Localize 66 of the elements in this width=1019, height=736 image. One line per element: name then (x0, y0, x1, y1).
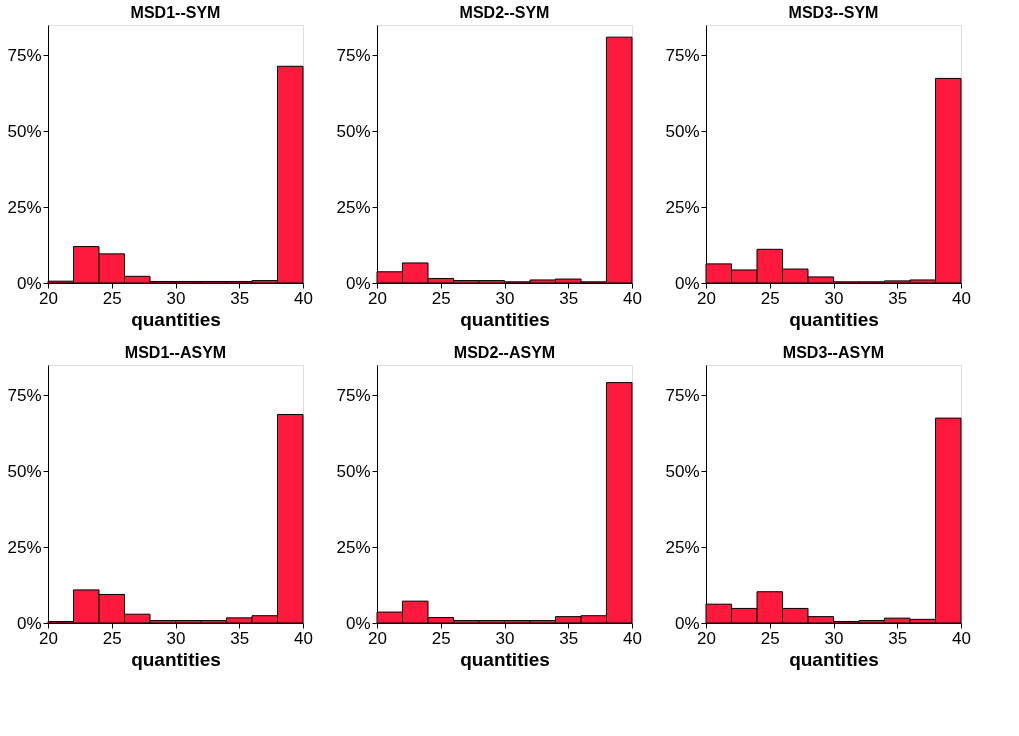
x-tick-label: 25 (102, 628, 122, 648)
x-axis-title: quantities (131, 648, 221, 670)
chart-title: MSD1--SYM (130, 4, 221, 21)
y-tick-label: 50% (7, 121, 42, 141)
y-tick-label: 0% (16, 273, 42, 293)
x-tick-label: 35 (230, 288, 250, 308)
y-tick-label: 25% (336, 537, 371, 557)
x-tick-label: 30 (824, 628, 844, 648)
y-tick-label: 50% (7, 461, 42, 481)
x-tick-label: 20 (368, 288, 387, 308)
y-tick-label: 25% (7, 537, 42, 557)
x-tick-label: 20 (697, 288, 716, 308)
x-tick-label: 35 (888, 288, 908, 308)
y-tick-label: 50% (336, 121, 371, 141)
x-tick-label: 35 (888, 628, 908, 648)
y-tick-label: 75% (665, 45, 700, 65)
x-tick-label: 30 (824, 288, 844, 308)
y-tick-label: 0% (345, 613, 371, 633)
chart-title: MSD3--SYM (788, 4, 879, 21)
chart-title: MSD1--ASYM (124, 344, 227, 361)
x-axis-title: quantities (460, 308, 550, 330)
chart-title: MSD2--SYM (459, 4, 550, 21)
x-tick-label: 25 (760, 288, 780, 308)
x-tick-label: 35 (559, 628, 579, 648)
x-tick-label: 35 (559, 288, 579, 308)
x-tick-label: 35 (230, 628, 250, 648)
x-axis-title: quantities (131, 308, 221, 330)
y-tick-label: 50% (336, 461, 371, 481)
x-tick-label: 40 (294, 628, 313, 648)
y-tick-label: 75% (336, 385, 371, 405)
y-tick-label: 0% (345, 273, 371, 293)
y-tick-label: 75% (665, 385, 700, 405)
x-tick-label: 25 (760, 628, 780, 648)
y-tick-label: 25% (7, 197, 42, 217)
y-tick-label: 0% (16, 613, 42, 633)
x-tick-label: 25 (431, 628, 451, 648)
y-tick-label: 75% (7, 45, 42, 65)
x-tick-label: 30 (166, 288, 186, 308)
y-tick-label: 75% (336, 45, 371, 65)
y-tick-label: 0% (674, 273, 700, 293)
y-tick-label: 75% (7, 385, 42, 405)
chart-title: MSD3--ASYM (782, 344, 885, 361)
y-tick-label: 25% (336, 197, 371, 217)
x-tick-label: 40 (623, 628, 642, 648)
chart-title: MSD2--ASYM (453, 344, 556, 361)
x-tick-label: 30 (495, 628, 515, 648)
x-tick-label: 40 (952, 288, 971, 308)
x-tick-label: 20 (39, 628, 58, 648)
y-tick-label: 50% (665, 461, 700, 481)
y-tick-label: 0% (674, 613, 700, 633)
x-tick-label: 30 (166, 628, 186, 648)
y-tick-label: 25% (665, 197, 700, 217)
y-tick-label: 50% (665, 121, 700, 141)
x-tick-label: 20 (368, 628, 387, 648)
x-tick-label: 20 (697, 628, 716, 648)
x-tick-label: 40 (294, 288, 313, 308)
x-tick-label: 20 (39, 288, 58, 308)
x-tick-label: 25 (102, 288, 122, 308)
x-axis-title: quantities (460, 648, 550, 670)
x-tick-label: 25 (431, 288, 451, 308)
x-tick-label: 40 (623, 288, 642, 308)
x-axis-title: quantities (789, 308, 879, 330)
x-tick-label: 30 (495, 288, 515, 308)
y-tick-label: 25% (665, 537, 700, 557)
x-axis-title: quantities (789, 648, 879, 670)
x-tick-label: 40 (952, 628, 971, 648)
